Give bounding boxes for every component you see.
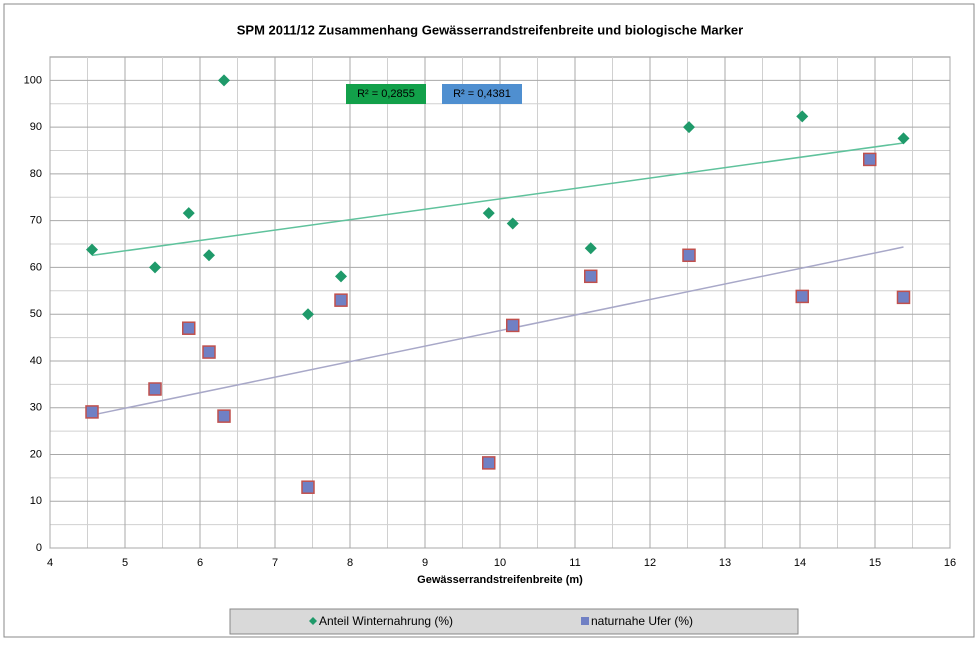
- point: [683, 121, 695, 134]
- point: [218, 74, 230, 87]
- r2-box: [442, 84, 522, 104]
- point: [86, 243, 98, 256]
- x-tick-label: 14: [794, 557, 806, 569]
- point: [482, 456, 496, 470]
- point: [795, 289, 809, 304]
- point: [896, 290, 911, 305]
- x-tick-label: 8: [347, 557, 353, 569]
- trendline: [91, 142, 904, 257]
- x-tick-label: 5: [122, 557, 128, 569]
- x-tick-label: 7: [272, 557, 278, 569]
- point: [682, 248, 696, 263]
- y-tick-label: 50: [30, 308, 42, 320]
- y-tick-label: 20: [30, 448, 42, 460]
- legend-label: Anteil Winternahrung (%): [319, 614, 453, 628]
- x-tick-label: 16: [944, 557, 956, 569]
- x-tick-label: 11: [569, 557, 580, 569]
- point: [584, 269, 598, 284]
- y-tick-label: 70: [30, 215, 42, 227]
- y-tick-label: 100: [24, 74, 42, 86]
- y-tick-label: 30: [30, 402, 42, 414]
- point: [217, 409, 231, 423]
- x-tick-label: 13: [719, 557, 731, 569]
- y-tick-label: 80: [30, 168, 42, 180]
- y-tick-label: 60: [30, 261, 42, 273]
- point: [506, 217, 519, 230]
- y-tick-label: 90: [30, 121, 42, 133]
- point: [182, 321, 196, 335]
- point: [148, 382, 162, 396]
- point: [334, 293, 348, 307]
- y-tick-label: 40: [30, 355, 42, 367]
- x-tick-label: 12: [644, 557, 656, 569]
- legend-label: naturnahe Ufer (%): [591, 614, 693, 628]
- point: [302, 308, 314, 321]
- point: [182, 207, 195, 220]
- point: [796, 110, 809, 123]
- legend-swatch: [581, 617, 589, 625]
- x-axis-label: Gewässerrandstreifenbreite (m): [417, 574, 583, 586]
- r2-box: [346, 84, 426, 104]
- x-tick-label: 4: [47, 557, 53, 569]
- y-tick-label: 10: [30, 495, 42, 507]
- point: [202, 345, 216, 359]
- x-tick-label: 10: [494, 557, 506, 569]
- point: [897, 132, 910, 145]
- point: [584, 242, 597, 255]
- r2-label: R² = 0,4381: [453, 88, 511, 100]
- point: [335, 270, 347, 283]
- x-tick-label: 9: [422, 557, 428, 569]
- point: [85, 405, 99, 419]
- legend-box: [229, 608, 799, 635]
- point: [506, 318, 520, 333]
- chart-title: SPM 2011/12 Zusammenhang Gewässerrandstr…: [237, 22, 743, 37]
- x-tick-label: 15: [869, 557, 881, 569]
- point: [203, 249, 215, 262]
- point: [149, 261, 161, 274]
- legend-swatch: [309, 617, 317, 625]
- y-tick-label: 0: [36, 542, 42, 554]
- point: [863, 152, 877, 167]
- point: [482, 207, 495, 220]
- trendline: [91, 246, 904, 416]
- point: [301, 480, 315, 494]
- r2-label: R² = 0,2855: [357, 88, 415, 100]
- x-tick-label: 6: [197, 557, 203, 569]
